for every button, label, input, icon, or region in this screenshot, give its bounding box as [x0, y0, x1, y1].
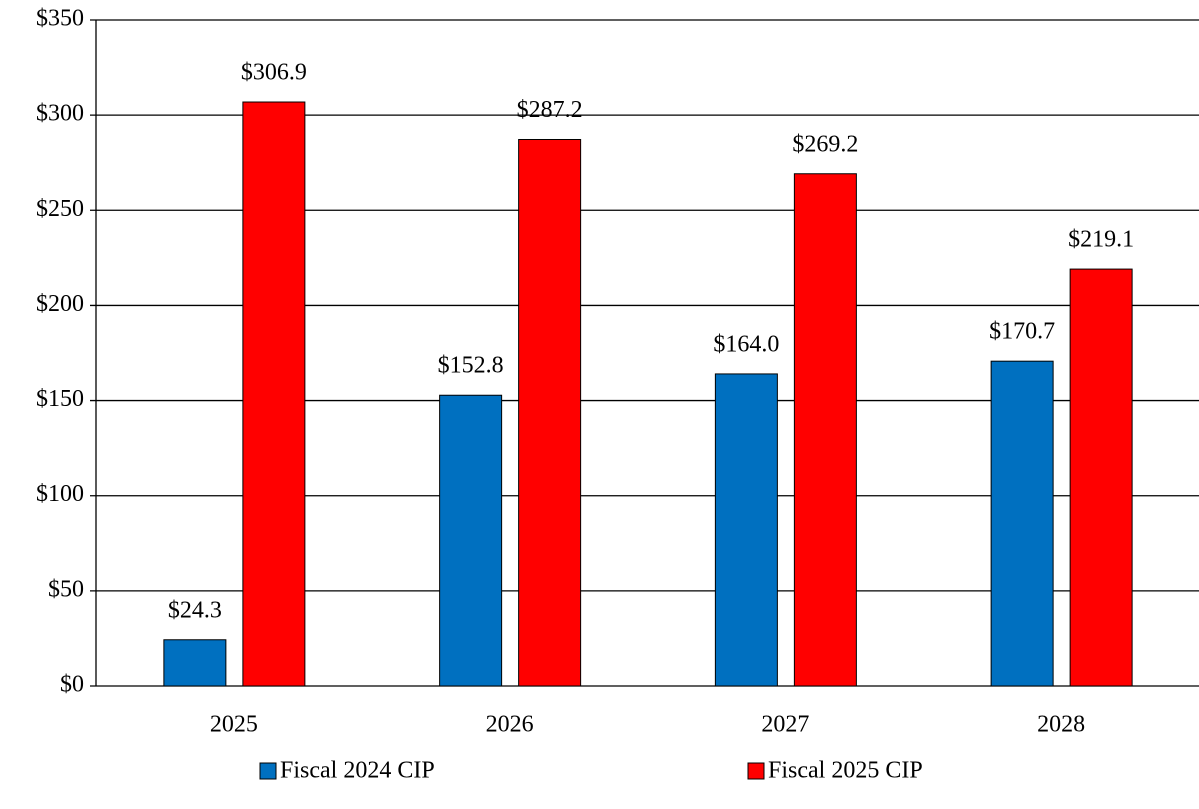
y-tick-label: $100 [36, 481, 84, 507]
value-label: $306.9 [241, 60, 307, 86]
y-tick-label: $150 [36, 386, 84, 412]
value-label: $152.8 [438, 353, 504, 379]
y-tick-label: $200 [36, 291, 84, 317]
bar [242, 101, 306, 687]
bar [1069, 268, 1133, 687]
y-tick-label: $0 [60, 672, 84, 698]
value-label: $219.1 [1068, 227, 1134, 253]
bar [439, 394, 503, 687]
value-label: $164.0 [713, 331, 779, 357]
legend-swatch [747, 762, 765, 780]
x-tick-label: 2025 [210, 712, 258, 738]
legend-swatch [259, 762, 277, 780]
y-tick-label: $250 [36, 196, 84, 222]
value-label: $287.2 [517, 97, 583, 123]
bar [163, 639, 227, 687]
y-tick-label: $50 [48, 576, 84, 602]
x-tick-label: 2028 [1037, 712, 1085, 738]
value-label: $24.3 [168, 597, 222, 623]
x-tick-label: 2027 [761, 712, 809, 738]
bar [990, 360, 1054, 687]
legend-label: Fiscal 2024 CIP [280, 758, 435, 784]
legend-label: Fiscal 2025 CIP [768, 758, 923, 784]
y-tick-label: $300 [36, 101, 84, 127]
y-tick-label: $350 [36, 6, 84, 32]
value-label: $269.2 [792, 131, 858, 157]
bar [518, 138, 582, 687]
x-tick-label: 2026 [486, 712, 534, 738]
bar [714, 373, 778, 687]
bar [793, 173, 857, 687]
value-label: $170.7 [989, 319, 1055, 345]
